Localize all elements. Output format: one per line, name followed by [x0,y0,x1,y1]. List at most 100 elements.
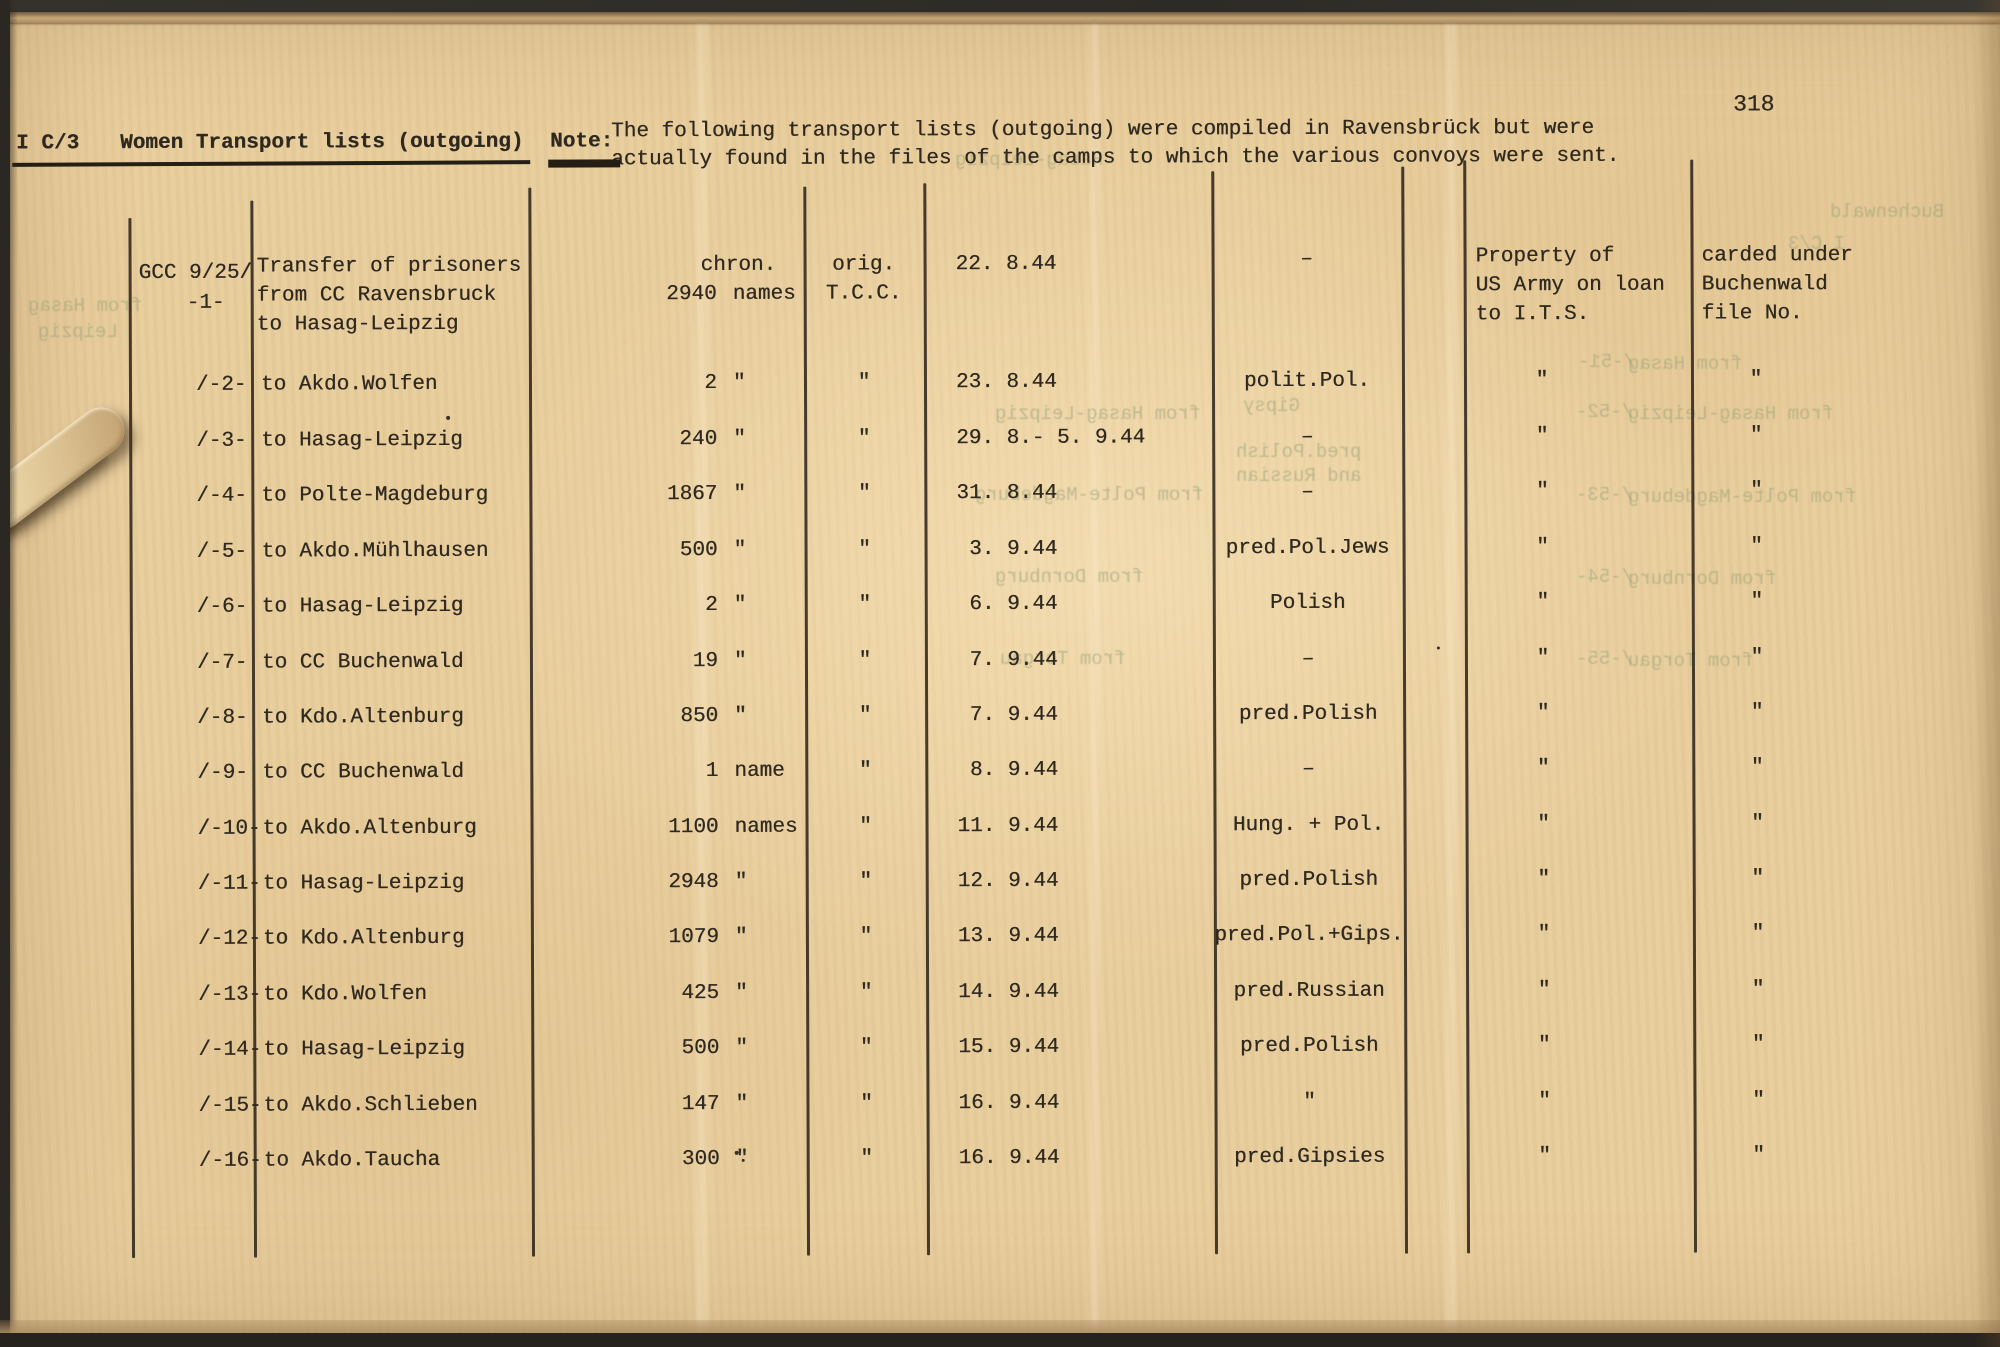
row-count-unit: " [734,870,748,894]
row-orig-ditto: " [860,1147,874,1171]
row-date: 12. 9.44 [957,869,1059,894]
row-date: 3. 9.44 [956,537,1058,562]
row-date: 29. 8.- 5. 9.44 [956,426,1146,451]
row-orig-ditto: " [860,1092,873,1116]
row-orig-ditto: " [858,593,872,617]
row-carded-ditto: " [1749,368,1763,392]
paper-streak [696,0,708,1347]
row-count-unit: " [735,981,748,1005]
header-property-line3: to I.T.S. [1475,302,1590,327]
note-label: Note: [550,130,614,154]
header-ref-line2: -1- [186,291,225,315]
row-ref: /-2- [195,373,247,397]
note-underline [548,159,621,168]
row-ref: /-5- [196,540,248,564]
row-orig-ditto: " [859,981,873,1005]
row-carded-ditto: " [1750,701,1764,725]
row-count-unit: " [735,1036,748,1060]
page-title: Women Transport lists (outgoing) [120,130,524,156]
row-count-unit: " [733,427,746,451]
row-property-ditto: " [1535,369,1549,393]
row-note: pred.Polish [1239,1034,1379,1059]
header-carded-line1: carded under [1701,244,1853,268]
row-ref: /-3- [196,429,247,453]
row-property-ditto: " [1536,757,1550,781]
header-count-unit: names [732,282,796,306]
table-row: /-11- to Hasag-Leipzig 2948 " " 12. 9.44 pred.… [1,866,2000,899]
row-destination: to Akdo.Altenburg [262,816,477,841]
row-property-ditto: " [1536,591,1550,615]
row-count-value: 1100 [668,815,719,840]
row-ref: /-6- [196,595,248,619]
header-note: – [1300,247,1313,271]
header-count-label: chron. [700,253,777,278]
row-date: 23. 8.44 [955,370,1057,395]
row-note: Hung. + Pol. [1232,813,1385,838]
row-ref: /-7- [196,651,248,675]
row-property-ditto: " [1537,1034,1551,1058]
row-count-value: 1 [705,759,719,784]
row-property-ditto: " [1537,813,1550,837]
row-ref: /-8- [197,706,248,730]
page-number: 318 [1732,91,1775,118]
row-carded-ditto: " [1751,867,1765,891]
table-row: /-3- to Hasag-Leipzig 240 " " 29. 8.- 5. 9.44… [0,423,1999,456]
row-date: 15. 9.44 [958,1035,1060,1060]
row-count-unit: name [734,759,785,783]
header-property-line1: Property of [1475,244,1615,269]
row-property-ditto: " [1536,536,1549,560]
row-count-value: 850 [680,704,719,729]
row-count-unit: " [733,593,747,617]
ink-speck [1436,646,1440,650]
row-note: pred.Pol.Jews [1225,536,1390,561]
table-row: /-6- to Hasag-Leipzig 2 " " 6. 9.44 Polish " " [0,589,2000,622]
row-carded-ditto: " [1751,1033,1765,1057]
row-ref: /-9- [197,761,248,785]
ink-speck [446,415,451,420]
row-count-value: 1079 [668,925,719,950]
row-date: 8. 9.44 [957,758,1059,783]
row-count-unit: " [733,649,747,673]
header-transfer-line3: to Hasag-Leipzig [256,312,459,337]
row-count-value: 300 [681,1147,720,1172]
table-row: /-14- to Hasag-Leipzig 500 " " 15. 9.44 pred.P… [1,1032,2000,1065]
row-destination: to Akdo.Taucha [263,1148,441,1173]
row-ref: /-13- [198,983,262,1007]
row-property-ditto: " [1537,979,1551,1003]
page-edge-right-shading [1974,0,2000,1347]
row-property-ditto: " [1536,480,1549,504]
row-note: polit.Pol. [1243,369,1371,394]
row-ref: /-11- [197,872,261,896]
row-ref: /-15- [198,1094,262,1118]
row-note: Polish [1269,591,1346,616]
row-property-ditto: " [1536,702,1550,726]
row-carded-ditto: " [1752,1089,1765,1113]
row-count-value: 19 [692,649,718,674]
header-carded-line2: Buchenwald [1701,273,1828,297]
row-destination: to CC Buchenwald [261,650,464,675]
table-row: /-15- to Akdo.Schlieben 147 " " 16. 9.44 " " " [1,1088,2000,1121]
table-row: /-9- to CC Buchenwald 1 name " 8. 9.44 – " " [0,755,2000,788]
row-ref: /-10- [197,817,261,841]
row-count-value: 2 [705,593,718,618]
table-row: /-2- to Akdo.Wolfen 2 " " 23. 8.44 polit.Pol. "… [0,367,1999,400]
row-carded-ditto: " [1750,590,1764,614]
row-orig-ditto: " [859,925,873,949]
row-destination: to Kdo.Wolfen [263,983,427,1007]
row-property-ditto: " [1538,1090,1551,1114]
row-note: – [1300,425,1314,449]
row-destination: to Hasag-Leipzig [263,1037,465,1062]
header-orig-line2: T.C.C. [825,282,902,306]
row-carded-ditto: " [1750,535,1763,559]
table-row: /-4- to Polte-Magdeburg 1867 " " 31. 8.44 – " " [0,478,1999,511]
scanner-edge-left-shadow [10,0,18,1347]
row-carded-ditto: " [1752,1144,1766,1168]
table-row: /-13- to Kdo.Wolfen 425 " " 14. 9.44 pred.Russ… [1,977,2000,1010]
row-property-ditto: " [1535,425,1549,449]
row-count-unit: " [733,538,747,562]
title-underline [12,160,531,167]
row-property-ditto: " [1537,868,1551,892]
row-destination: to Kdo.Altenburg [262,705,464,730]
row-ref: /-16- [198,1149,262,1173]
